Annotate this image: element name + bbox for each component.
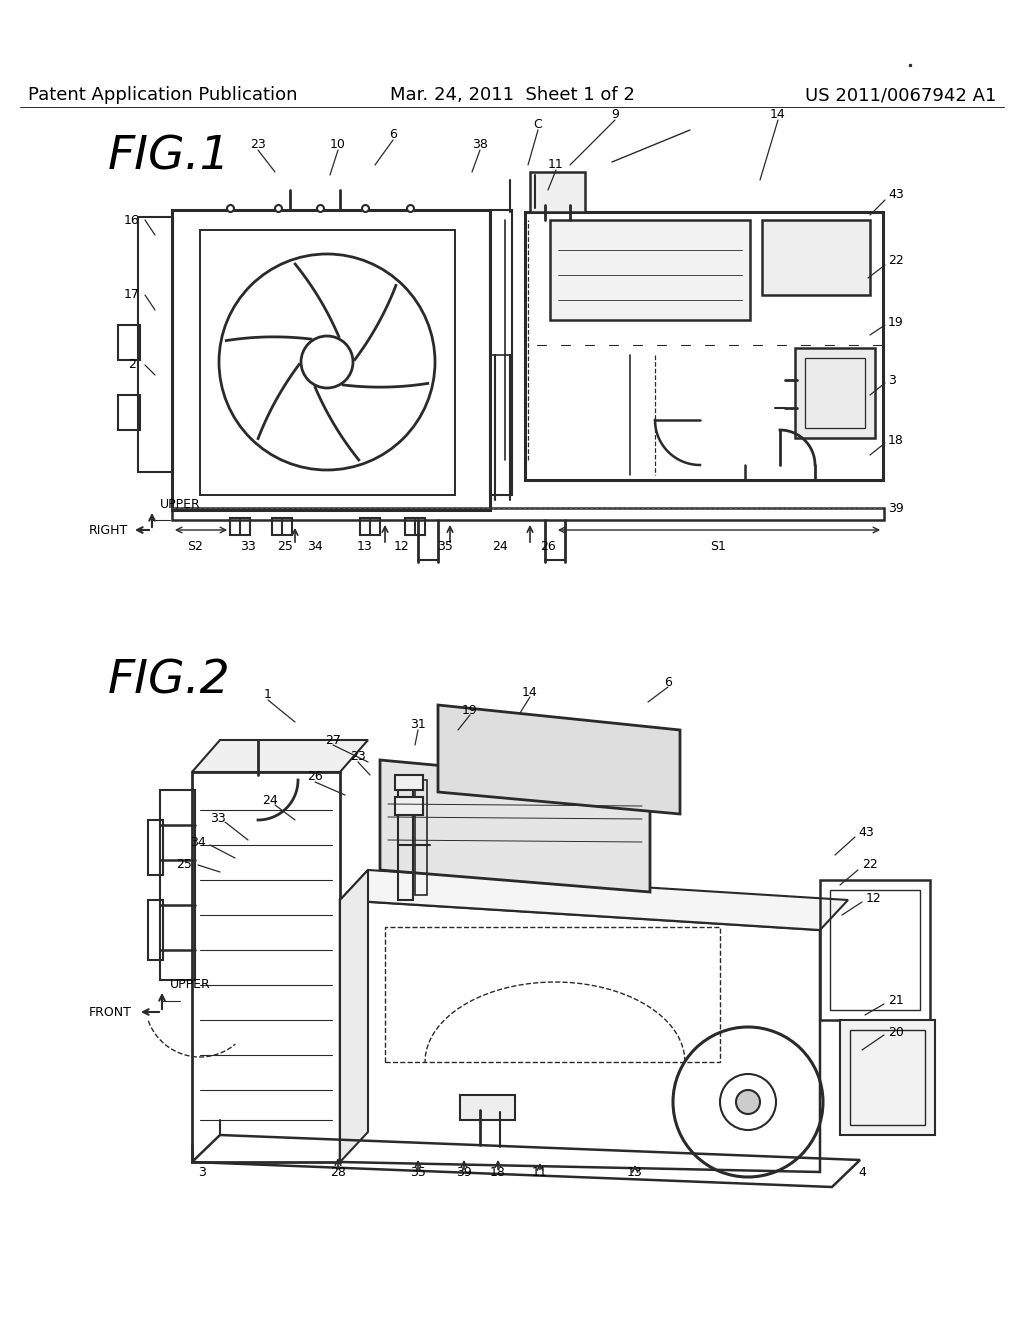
Text: 26: 26 <box>540 540 556 553</box>
Text: 24: 24 <box>262 793 278 807</box>
Bar <box>805 358 865 428</box>
Text: S1: S1 <box>710 540 726 553</box>
Text: S2: S2 <box>187 540 203 553</box>
Bar <box>172 508 884 520</box>
Text: 35: 35 <box>437 540 453 553</box>
Text: 17: 17 <box>124 289 140 301</box>
Bar <box>272 517 292 535</box>
Bar <box>840 1020 935 1135</box>
Text: 34: 34 <box>190 836 206 849</box>
Text: 9: 9 <box>611 108 618 121</box>
Text: UPPER: UPPER <box>170 978 211 991</box>
Text: 11: 11 <box>548 158 564 172</box>
Text: 19: 19 <box>888 315 904 329</box>
Text: 12: 12 <box>866 891 882 904</box>
Text: 19: 19 <box>462 704 478 717</box>
Bar <box>795 348 874 438</box>
Text: US 2011/0067942 A1: US 2011/0067942 A1 <box>805 86 996 104</box>
Polygon shape <box>340 870 368 1162</box>
Text: 27: 27 <box>325 734 341 747</box>
Text: 20: 20 <box>888 1026 904 1039</box>
Text: 23: 23 <box>350 751 366 763</box>
Text: C: C <box>534 119 543 132</box>
Text: 18: 18 <box>490 1166 506 1179</box>
Polygon shape <box>340 870 848 931</box>
Text: 12: 12 <box>394 540 410 553</box>
Bar <box>762 220 870 294</box>
Text: 18: 18 <box>888 433 904 446</box>
Bar <box>385 927 720 1063</box>
Text: 28: 28 <box>330 1166 346 1179</box>
Text: 38: 38 <box>472 139 488 152</box>
Text: UPPER: UPPER <box>160 499 201 511</box>
Text: 6: 6 <box>389 128 397 141</box>
Text: 16: 16 <box>124 214 140 227</box>
Bar <box>148 820 163 875</box>
Text: 24: 24 <box>493 540 508 553</box>
Circle shape <box>301 337 353 388</box>
Text: 3: 3 <box>888 374 896 387</box>
Text: 1: 1 <box>264 689 272 701</box>
Text: 43: 43 <box>888 189 904 202</box>
Text: FIG.1: FIG.1 <box>108 135 230 180</box>
Bar <box>525 213 883 480</box>
Text: 39: 39 <box>888 502 904 515</box>
Text: Patent Application Publication: Patent Application Publication <box>28 86 298 104</box>
Text: 22: 22 <box>888 253 904 267</box>
Text: 6: 6 <box>664 676 672 689</box>
Bar <box>850 1030 925 1125</box>
Polygon shape <box>438 705 680 814</box>
Text: 31: 31 <box>411 718 426 731</box>
Text: 22: 22 <box>862 858 878 871</box>
Text: 25: 25 <box>278 540 293 553</box>
Text: 33: 33 <box>210 812 226 825</box>
Bar <box>530 172 585 213</box>
Bar <box>395 797 423 814</box>
Bar <box>118 325 140 360</box>
Text: 34: 34 <box>307 540 323 553</box>
Text: 33: 33 <box>240 540 256 553</box>
Bar <box>415 780 427 895</box>
Text: FIG.2: FIG.2 <box>108 657 230 704</box>
Text: 21: 21 <box>888 994 904 1006</box>
Text: 39: 39 <box>456 1166 472 1179</box>
Bar <box>830 890 920 1010</box>
Bar <box>160 789 195 979</box>
Bar <box>460 1096 515 1119</box>
Text: 14: 14 <box>770 108 785 121</box>
Bar <box>172 210 490 510</box>
Bar <box>200 230 455 495</box>
Bar <box>230 517 250 535</box>
Bar <box>820 880 930 1020</box>
Text: 4: 4 <box>858 1166 866 1179</box>
Bar <box>550 220 750 319</box>
Bar <box>360 517 380 535</box>
Text: RIGHT: RIGHT <box>89 524 128 536</box>
Text: FRONT: FRONT <box>89 1006 132 1019</box>
Text: 26: 26 <box>307 771 323 784</box>
Circle shape <box>736 1090 760 1114</box>
Bar <box>406 517 425 535</box>
Bar <box>138 216 173 473</box>
Bar <box>398 780 413 900</box>
Text: 11: 11 <box>532 1166 548 1179</box>
Text: 43: 43 <box>858 825 873 838</box>
Text: 23: 23 <box>250 139 266 152</box>
Text: 10: 10 <box>330 139 346 152</box>
Bar <box>118 395 140 430</box>
Text: 13: 13 <box>357 540 373 553</box>
Text: 13: 13 <box>627 1166 643 1179</box>
Text: Mar. 24, 2011  Sheet 1 of 2: Mar. 24, 2011 Sheet 1 of 2 <box>389 86 635 104</box>
Text: 35: 35 <box>410 1166 426 1179</box>
Text: 3: 3 <box>198 1166 206 1179</box>
Polygon shape <box>193 741 368 772</box>
Bar <box>395 775 423 789</box>
Bar <box>490 210 512 495</box>
Text: 14: 14 <box>522 685 538 698</box>
Text: 25: 25 <box>176 858 193 871</box>
Text: 2: 2 <box>128 359 136 371</box>
Polygon shape <box>380 760 650 892</box>
Bar <box>148 900 163 960</box>
